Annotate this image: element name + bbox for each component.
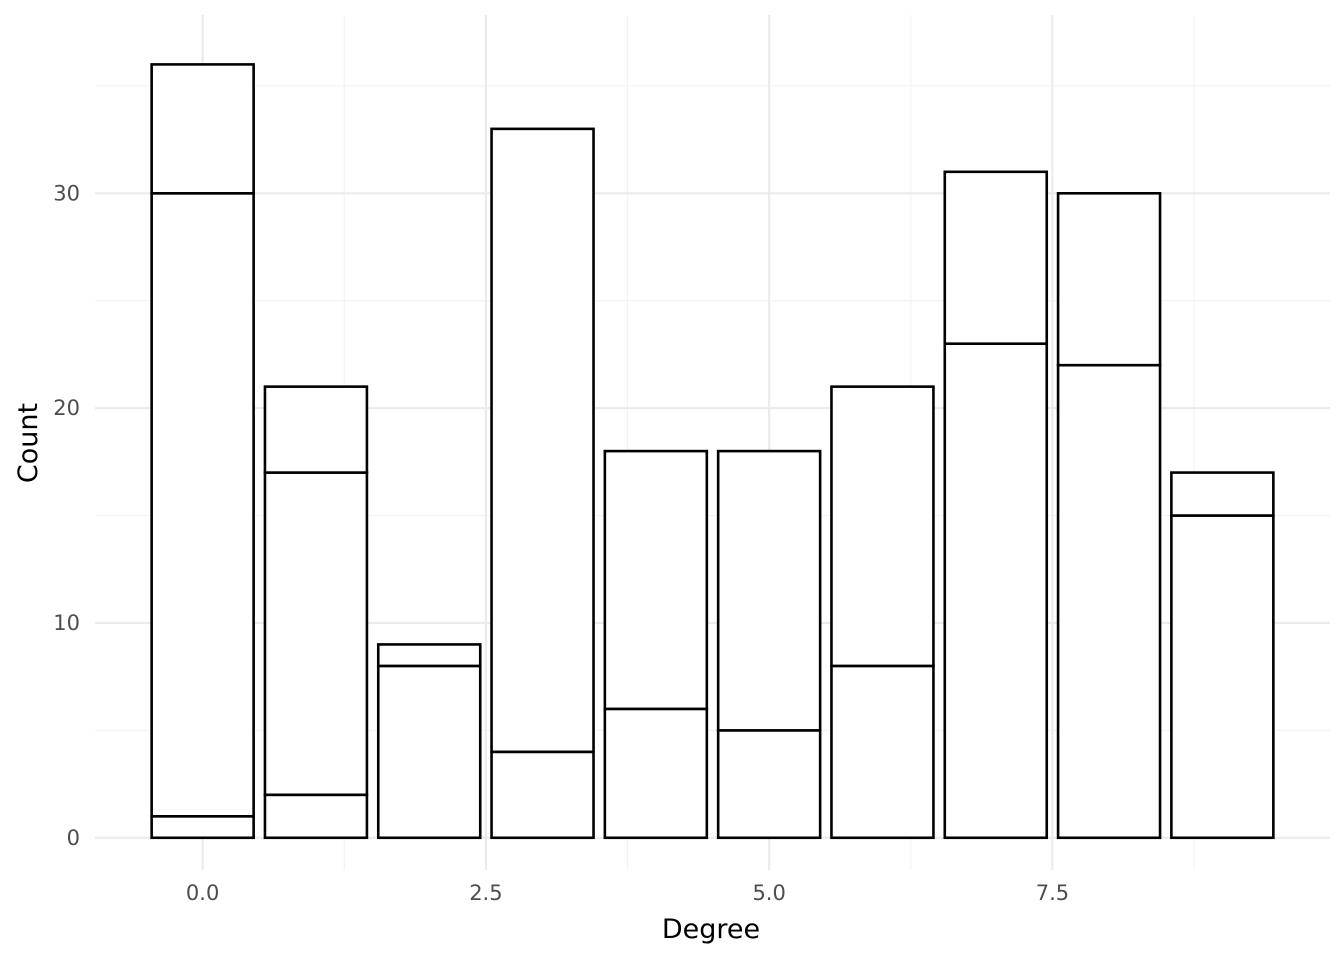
bars (150, 63, 1275, 840)
bar-segment (830, 385, 935, 668)
y-tick-label: 0 (67, 826, 80, 850)
bar-segment (603, 449, 709, 711)
bar-segment (490, 127, 595, 754)
bar-segment (1170, 471, 1275, 517)
bar-segment (716, 449, 822, 732)
bar-segment (150, 814, 255, 840)
y-axis-title: Count (13, 403, 44, 483)
bar-segment (263, 471, 369, 797)
y-axis-ticks: 0 10 20 30 (53, 181, 80, 849)
x-tick-label: 5.0 (752, 881, 785, 905)
bar-segment (1056, 192, 1162, 367)
x-tick-label: 2.5 (469, 881, 502, 905)
bar-segment (376, 664, 482, 840)
y-tick-label: 10 (53, 611, 80, 635)
bar-segment (263, 793, 369, 840)
x-tick-label: 7.5 (1036, 881, 1069, 905)
bar-segment (263, 385, 369, 474)
bar-segment (150, 63, 255, 195)
x-axis-title: Degree (662, 914, 760, 945)
bar-segment (716, 729, 822, 840)
bar-segment (943, 342, 1049, 840)
x-tick-label: 0.0 (186, 881, 219, 905)
bar-segment (376, 643, 482, 668)
y-tick-label: 30 (53, 181, 80, 205)
y-tick-label: 20 (53, 396, 80, 420)
bar-segment (1170, 514, 1275, 840)
bar-segment (150, 192, 255, 818)
bar-segment (603, 707, 709, 840)
x-axis-ticks: 0.0 2.5 5.0 7.5 (186, 881, 1069, 905)
bar-segment (830, 664, 935, 840)
bar-segment (943, 170, 1049, 345)
bar-segment (490, 750, 595, 840)
bar-segment (1056, 363, 1162, 840)
